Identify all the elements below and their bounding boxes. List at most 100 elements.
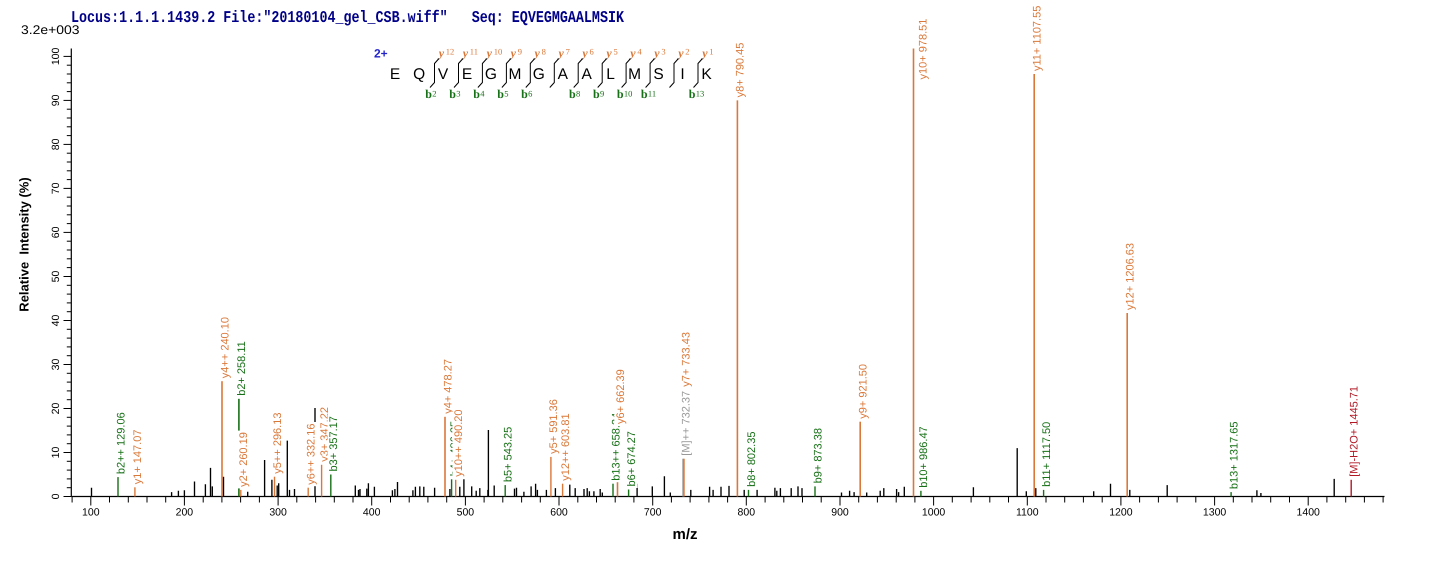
svg-text:100: 100 <box>50 47 62 65</box>
svg-text:1400: 1400 <box>1297 507 1321 519</box>
svg-text:5: 5 <box>614 47 618 57</box>
svg-text:A: A <box>582 66 593 83</box>
svg-text:y12+ 1206.63: y12+ 1206.63 <box>1125 243 1137 310</box>
svg-text:y12++ 603.81: y12++ 603.81 <box>560 413 572 480</box>
svg-text:b13+ 1317.65: b13+ 1317.65 <box>1228 421 1240 489</box>
svg-text:800: 800 <box>738 507 756 519</box>
svg-text:K: K <box>701 66 712 83</box>
svg-text:y4+ 478.27: y4+ 478.27 <box>442 359 454 414</box>
svg-text:V: V <box>438 66 449 83</box>
svg-text:5: 5 <box>504 88 508 98</box>
svg-text:y10++ 490.20: y10++ 490.20 <box>453 410 465 477</box>
svg-text:500: 500 <box>457 507 475 519</box>
svg-text:50: 50 <box>50 271 62 283</box>
svg-text:b: b <box>593 87 600 101</box>
svg-text:y4++ 240.10: y4++ 240.10 <box>219 317 231 378</box>
svg-text:3: 3 <box>661 47 665 57</box>
svg-text:y5+ 591.36: y5+ 591.36 <box>548 399 560 454</box>
svg-text:b10+ 986.47: b10+ 986.47 <box>918 426 930 487</box>
svg-text:[M]-H2O+ 1445.71: [M]-H2O+ 1445.71 <box>1349 386 1361 477</box>
svg-text:b6+ 674.27: b6+ 674.27 <box>626 431 638 486</box>
svg-text:900: 900 <box>831 507 849 519</box>
svg-text:1200: 1200 <box>1109 507 1133 519</box>
svg-text:6: 6 <box>528 88 532 98</box>
svg-text:y: y <box>700 46 708 60</box>
svg-text:10: 10 <box>494 47 503 57</box>
svg-text:8: 8 <box>576 88 580 98</box>
svg-text:y: y <box>509 46 517 60</box>
svg-text:b3+ 357.17: b3+ 357.17 <box>328 416 340 471</box>
svg-text:3: 3 <box>456 88 460 98</box>
svg-text:b11+ 1117.50: b11+ 1117.50 <box>1041 422 1053 487</box>
svg-text:1300: 1300 <box>1203 507 1227 519</box>
svg-text:b13++ 658.34: b13++ 658.34 <box>610 413 622 481</box>
svg-text:b: b <box>569 87 576 101</box>
svg-text:y2+ 260.19: y2+ 260.19 <box>238 432 250 487</box>
svg-text:3.2e+003: 3.2e+003 <box>21 23 80 37</box>
svg-text:13: 13 <box>696 88 705 98</box>
svg-text:y: y <box>461 46 469 60</box>
svg-text:G: G <box>485 66 497 83</box>
svg-text:11: 11 <box>470 47 478 57</box>
svg-text:9: 9 <box>518 47 522 57</box>
svg-text:10: 10 <box>50 447 62 459</box>
svg-text:[M]++ 732.37: [M]++ 732.37 <box>680 391 692 456</box>
svg-text:4: 4 <box>637 47 642 57</box>
svg-text:40: 40 <box>50 315 62 327</box>
svg-text:7: 7 <box>566 47 570 57</box>
svg-text:200: 200 <box>176 507 194 519</box>
svg-text:700: 700 <box>644 507 662 519</box>
svg-text:y: y <box>485 46 493 60</box>
svg-text:8: 8 <box>542 47 546 57</box>
svg-text:80: 80 <box>50 138 62 150</box>
svg-text:Q: Q <box>413 66 425 83</box>
svg-text:L: L <box>606 66 615 83</box>
svg-text:y7+ 733.43: y7+ 733.43 <box>680 332 692 387</box>
svg-text:600: 600 <box>550 507 568 519</box>
svg-text:y: y <box>628 46 636 60</box>
svg-text:y: y <box>652 46 660 60</box>
svg-text:1100: 1100 <box>1016 507 1039 519</box>
svg-text:90: 90 <box>50 94 62 106</box>
svg-text:I: I <box>680 66 684 83</box>
svg-text:y: y <box>580 46 588 60</box>
svg-text:70: 70 <box>50 182 62 194</box>
svg-text:100: 100 <box>82 507 100 519</box>
svg-text:y: y <box>437 46 445 60</box>
svg-text:10: 10 <box>624 88 633 98</box>
svg-text:11: 11 <box>648 88 656 98</box>
svg-text:S: S <box>653 66 663 83</box>
svg-text:1: 1 <box>709 47 713 57</box>
svg-text:y11+ 1107.55: y11+ 1107.55 <box>1032 6 1044 71</box>
svg-text:Locus:1.1.1.1439.2 File:"20180: Locus:1.1.1.1439.2 File:"20180104_gel_CS… <box>71 8 624 27</box>
svg-text:b8+ 802.35: b8+ 802.35 <box>746 432 758 487</box>
svg-text:b9+ 873.38: b9+ 873.38 <box>812 428 824 483</box>
svg-text:b2+ 258.11: b2+ 258.11 <box>236 341 248 396</box>
svg-text:y6++ 332.16: y6++ 332.16 <box>306 424 318 485</box>
svg-text:b: b <box>449 87 456 101</box>
svg-text:M: M <box>628 66 641 83</box>
svg-text:E: E <box>390 66 400 83</box>
svg-text:y5++ 296.13: y5++ 296.13 <box>272 413 284 474</box>
svg-text:60: 60 <box>50 226 62 238</box>
svg-text:y6+ 662.39: y6+ 662.39 <box>615 369 627 424</box>
svg-text:0: 0 <box>50 493 62 499</box>
svg-text:Relative Intensity (%): Relative Intensity (%) <box>17 177 32 311</box>
svg-text:y: y <box>533 46 541 60</box>
svg-text:b: b <box>473 87 480 101</box>
svg-text:y: y <box>557 46 565 60</box>
svg-text:b: b <box>641 87 648 101</box>
svg-text:6: 6 <box>590 47 594 57</box>
svg-text:20: 20 <box>50 403 62 415</box>
svg-text:b: b <box>497 87 504 101</box>
svg-text:2+: 2+ <box>374 47 388 61</box>
svg-text:30: 30 <box>50 359 62 371</box>
svg-text:b5+ 543.25: b5+ 543.25 <box>503 427 515 482</box>
svg-text:9: 9 <box>600 88 604 98</box>
svg-text:m/z: m/z <box>673 526 698 543</box>
svg-text:2: 2 <box>432 88 436 98</box>
svg-text:b: b <box>521 87 528 101</box>
svg-text:b2++ 129.06: b2++ 129.06 <box>115 412 127 474</box>
svg-text:4: 4 <box>480 88 485 98</box>
svg-text:M: M <box>508 66 521 83</box>
